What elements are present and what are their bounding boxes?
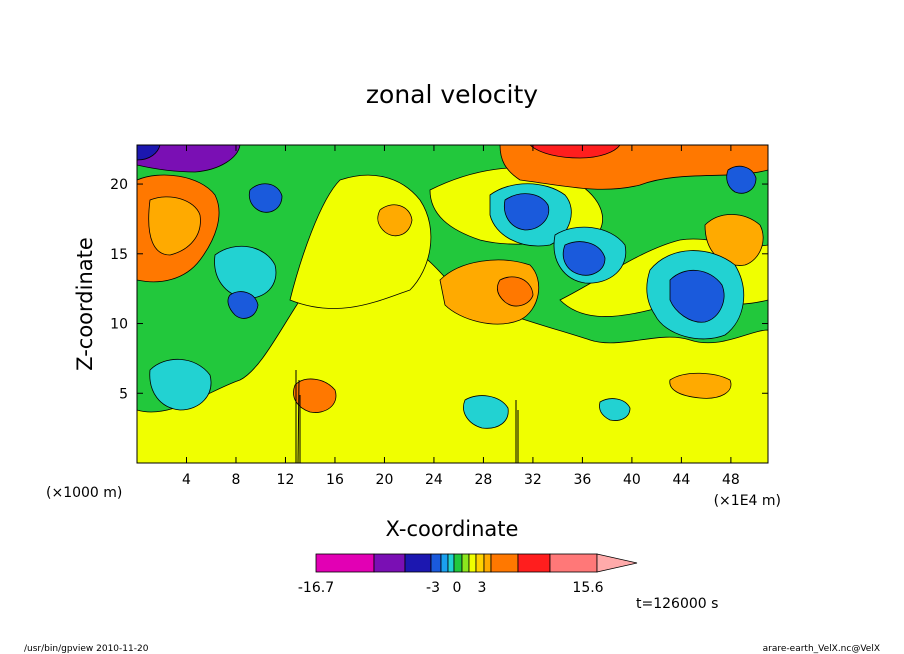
field-orange-mid xyxy=(439,259,539,325)
x-tick-label: 44 xyxy=(672,472,690,488)
colorbar-label: -16.7 xyxy=(298,580,334,596)
colorbar-swatch xyxy=(447,553,455,573)
field-orange-right-low xyxy=(669,372,732,399)
colorbar-label: 3 xyxy=(478,580,487,596)
field-cyan-center-low xyxy=(463,395,509,429)
colorbar-swatch xyxy=(461,553,470,573)
footer-left: /usr/bin/gpview 2010-11-20 xyxy=(24,644,149,654)
field-red-top-right xyxy=(529,145,621,159)
x-tick-label: 36 xyxy=(573,472,591,488)
field-orange-center-up xyxy=(377,204,413,237)
x-tick-label: 8 xyxy=(232,472,241,488)
field-orange-mid-inner xyxy=(496,276,534,307)
y-tick-label: 15 xyxy=(110,247,128,263)
y-axis-label: Z-coordinate xyxy=(73,237,97,371)
field-blue-left-mid xyxy=(227,291,259,319)
colorbar-swatch xyxy=(468,553,477,573)
x-tick-label: 48 xyxy=(722,472,740,488)
y-axis: 5 10 15 20 xyxy=(110,177,768,402)
x-unit-right: (×1E4 m) xyxy=(714,493,781,509)
x-tick-label: 28 xyxy=(475,472,493,488)
field-cyan-low-right xyxy=(599,398,631,421)
x-axis: 4 8 12 16 20 24 28 32 36 40 44 48 xyxy=(182,145,740,488)
plot-frame xyxy=(136,144,769,464)
colorbar-swatch xyxy=(315,553,375,573)
x-tick-label: 4 xyxy=(182,472,191,488)
field-orange-left-inner xyxy=(148,196,201,256)
colorbar-labels: -16.7 -3 0 3 15.6 xyxy=(298,580,604,596)
colorbar-swatch xyxy=(517,553,551,573)
colorbar-swatch xyxy=(453,553,463,573)
x-tick-label: 12 xyxy=(277,472,295,488)
colorbar-swatch xyxy=(490,553,519,573)
colorbar-label: 15.6 xyxy=(572,580,603,596)
x-tick-label: 40 xyxy=(623,472,641,488)
colorbar-arrow xyxy=(596,553,638,573)
colorbar-label: -3 xyxy=(426,580,440,596)
field-blue-blob-2 xyxy=(562,241,606,276)
y-tick-label: 20 xyxy=(110,177,128,193)
colorbar-swatch xyxy=(440,553,449,573)
x-tick-label: 24 xyxy=(425,472,443,488)
colorbar-swatch xyxy=(483,553,492,573)
x-tick-label: 20 xyxy=(376,472,394,488)
x-unit-left: (×1000 m) xyxy=(46,485,122,501)
field-cyan-left-low xyxy=(149,358,212,411)
chart-title: zonal velocity xyxy=(366,80,538,109)
colorbar-swatch xyxy=(404,553,432,573)
contour-field xyxy=(137,145,768,463)
time-label: t=126000 s xyxy=(636,596,718,612)
field-blue-top-center xyxy=(248,183,283,213)
field-blue-top-right-corner xyxy=(726,165,757,194)
field-blue-right xyxy=(669,269,725,323)
field-purple-top-left xyxy=(137,145,241,173)
x-tick-label: 32 xyxy=(524,472,542,488)
colorbar-swatch xyxy=(475,553,485,573)
footer-right: arare-earth_VelX.nc@VelX xyxy=(763,644,880,654)
colorbar-swatch xyxy=(373,553,406,573)
colorbar-label: 0 xyxy=(453,580,462,596)
x-axis-label: X-coordinate xyxy=(386,517,519,541)
colorbar xyxy=(315,553,638,573)
field-tower-lines xyxy=(295,370,519,463)
colorbar-swatch xyxy=(430,553,442,573)
colorbar-swatch xyxy=(549,553,598,573)
y-tick-label: 10 xyxy=(110,317,128,333)
field-blue-upper-right xyxy=(503,193,550,231)
y-tick-label: 5 xyxy=(119,386,128,402)
field-cyan-left-mid xyxy=(214,246,277,299)
x-tick-label: 16 xyxy=(326,472,344,488)
